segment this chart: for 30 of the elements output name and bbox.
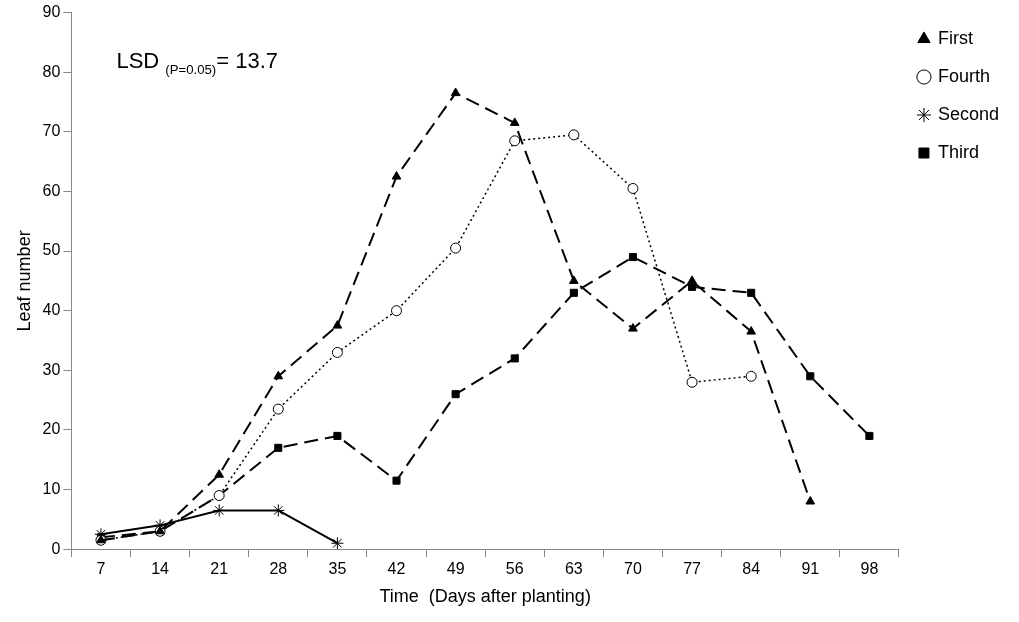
y-tick-label: 80	[42, 62, 61, 80]
x-tick-label: 91	[801, 560, 820, 578]
x-tick-label: 21	[210, 560, 229, 578]
x-tick-label: 70	[624, 560, 642, 578]
x-tick-label: 28	[269, 560, 288, 578]
x-tick-label: 84	[742, 560, 761, 578]
x-tick-label: 56	[505, 560, 524, 578]
legend-label: Second	[937, 103, 1000, 124]
y-tick-label: 50	[42, 241, 61, 259]
y-tick-label: 10	[42, 479, 61, 497]
y-tick-label: 20	[42, 420, 61, 438]
x-axis-title: Time (Days after planting)	[379, 586, 591, 607]
y-tick-label: 90	[42, 3, 61, 21]
x-tick-label: 98	[860, 560, 879, 578]
y-tick-label: 0	[51, 539, 61, 557]
x-tick-label: 35	[328, 560, 347, 578]
x-tick-label: 42	[387, 560, 406, 578]
legend-label: First	[937, 27, 973, 48]
y-tick-label: 30	[42, 360, 61, 378]
x-tick-label: 7	[96, 560, 106, 578]
y-axis-title: Leaf number	[13, 230, 34, 332]
x-tick-label: 14	[151, 560, 170, 578]
legend-label: Fourth	[937, 65, 990, 86]
x-tick-label: 49	[446, 560, 465, 578]
legend-label: Third	[937, 141, 979, 162]
x-tick-label: 63	[564, 560, 583, 578]
y-tick-label: 40	[42, 301, 61, 319]
y-tick-label: 70	[42, 122, 61, 140]
x-tick-label: 77	[683, 560, 702, 578]
y-tick-label: 60	[42, 181, 61, 199]
